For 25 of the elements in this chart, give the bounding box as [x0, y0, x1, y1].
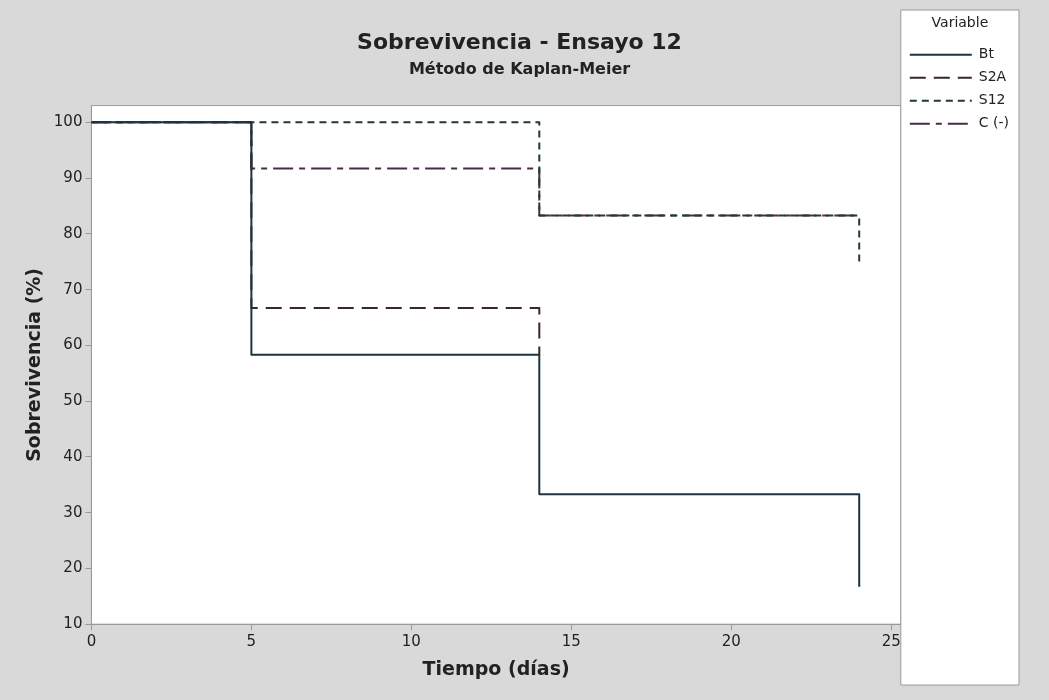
x-tick-label: 20: [721, 632, 741, 651]
x-tick-label: 10: [401, 632, 421, 651]
legend-title: Variable: [931, 13, 989, 30]
legend-label: S2A: [978, 68, 1007, 85]
y-tick-label: 90: [63, 167, 83, 186]
y-tick-label: 10: [63, 614, 83, 633]
y-tick-label: 60: [63, 335, 83, 354]
y-tick-label: 30: [63, 502, 83, 521]
y-tick-label: 100: [53, 112, 83, 131]
x-tick-label: 25: [881, 632, 901, 651]
chart-subtitle: Método de Kaplan-Meier: [408, 59, 631, 79]
x-tick-label: 5: [246, 632, 257, 651]
x-tick-label: 15: [561, 632, 581, 651]
legend-label: Bt: [978, 45, 995, 62]
legend-label: S12: [978, 91, 1006, 108]
y-tick-label: 80: [63, 223, 83, 242]
y-tick-label: 50: [63, 391, 83, 410]
y-tick-label: 40: [63, 446, 83, 465]
x-tick-label: 0: [86, 632, 97, 651]
y-tick-label: 70: [63, 279, 83, 298]
chart-title: Sobrevivencia - Ensayo 12: [357, 28, 682, 54]
legend-label: C (-): [978, 114, 1009, 131]
y-tick-label: 20: [63, 558, 83, 577]
x-axis-title: Tiempo (días): [422, 656, 570, 679]
y-axis-title: Sobrevivencia (%): [22, 267, 45, 462]
